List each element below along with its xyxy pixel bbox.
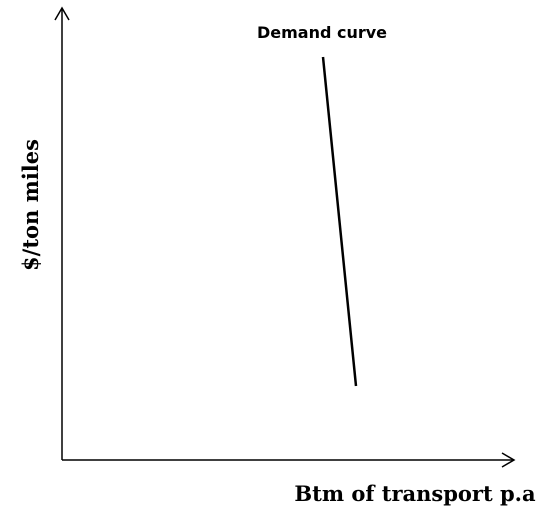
demand-curve [321,56,358,387]
y-axis-label: $/ton miles [18,139,43,271]
x-axis-arrow [501,452,516,468]
x-axis-label: Btm of transport p.a [294,481,536,506]
y-axis-arrow [54,6,70,21]
curve-label: Demand curve [257,23,387,42]
